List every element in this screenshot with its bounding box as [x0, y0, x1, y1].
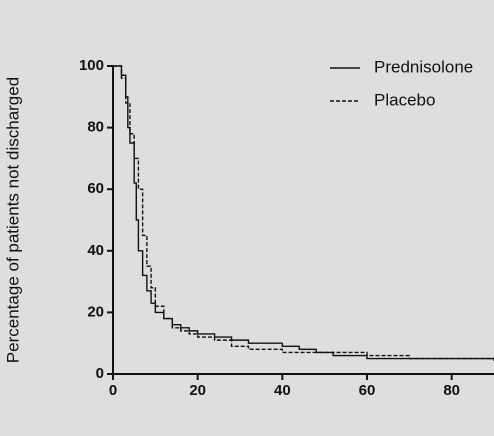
y-tick-label: 100	[79, 57, 104, 74]
y-axis-label: Percentage of patients not discharged	[3, 77, 22, 363]
legend-label: Placebo	[374, 90, 435, 109]
series-line	[113, 65, 494, 362]
x-tick-label: 0	[109, 382, 117, 399]
x-tick-label: 60	[359, 382, 376, 399]
legend-label: Prednisolone	[374, 57, 473, 76]
x-tick-label: 80	[443, 382, 460, 399]
y-tick-label: 20	[87, 303, 104, 320]
y-tick-label: 80	[87, 119, 104, 136]
x-tick-label: 40	[274, 382, 291, 399]
x-tick-label: 20	[189, 382, 206, 399]
y-tick-label: 0	[96, 365, 104, 382]
y-tick-label: 40	[87, 242, 104, 259]
y-tick-label: 60	[87, 180, 104, 197]
series-line	[113, 65, 494, 360]
